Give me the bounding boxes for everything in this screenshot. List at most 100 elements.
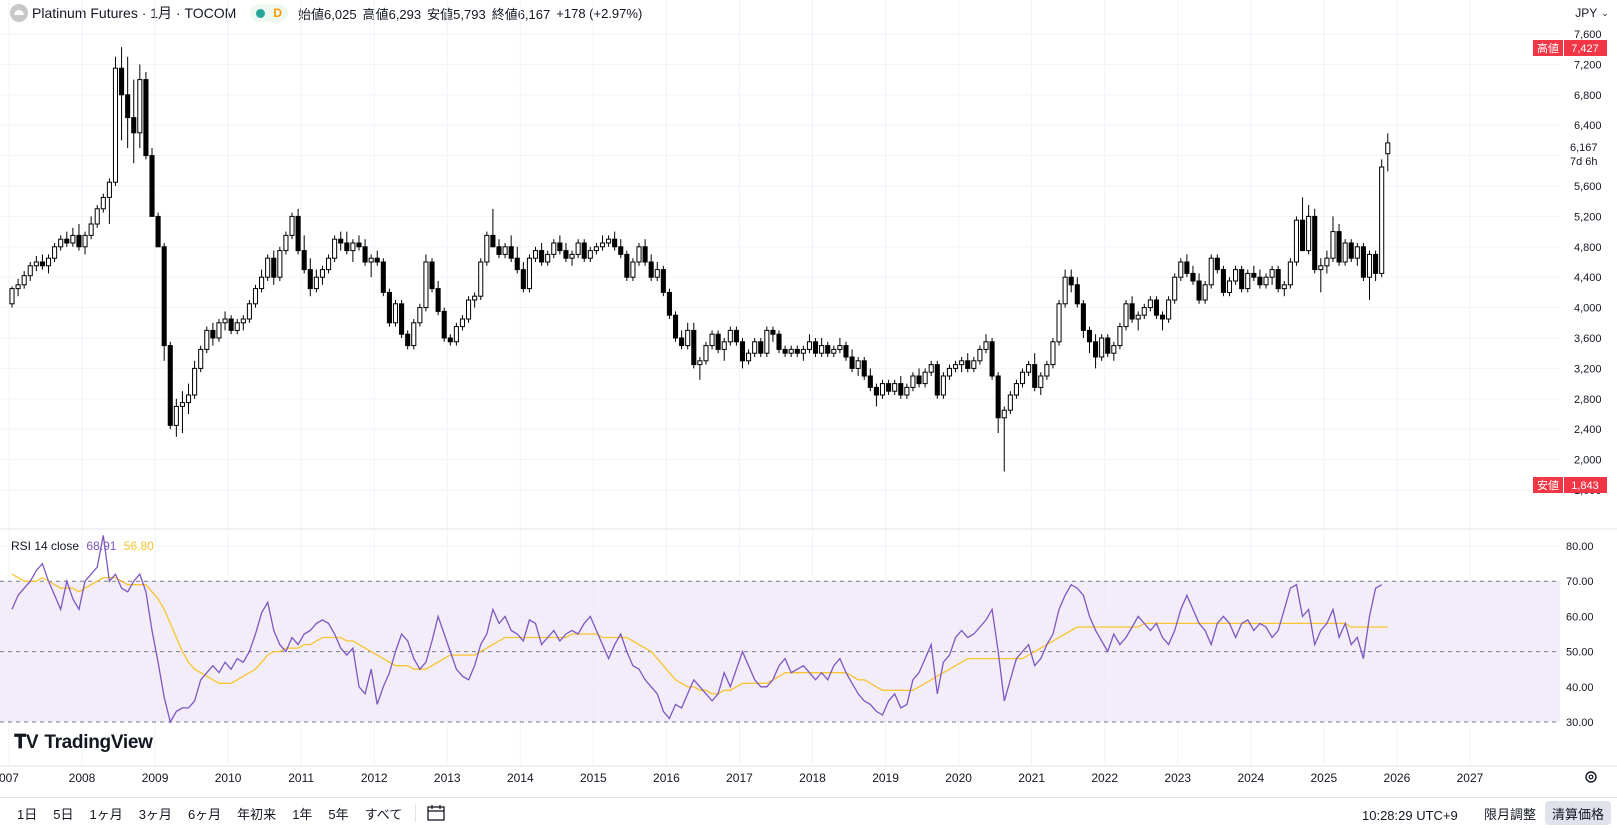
candle — [934, 360, 940, 399]
candle — [216, 319, 222, 342]
clock-timezone[interactable]: 10:28:29 UTC+9 — [1362, 808, 1458, 823]
candle — [1245, 269, 1251, 293]
delay-indicator: D — [273, 6, 283, 20]
time-tick-label: 2019 — [872, 771, 899, 785]
candle — [1062, 269, 1068, 308]
time-axis[interactable]: 007 2008 2009 2010 2011 2012 2013 2014 2015 2016 2… — [0, 771, 1484, 785]
candle — [1281, 281, 1287, 297]
range-1d[interactable]: 1日 — [17, 806, 38, 822]
candle — [9, 286, 15, 308]
candle — [977, 345, 983, 365]
candle — [466, 296, 472, 323]
candle — [344, 231, 350, 255]
candle — [1354, 243, 1360, 266]
rsi-tick-label: 30.00 — [1566, 717, 1594, 729]
ohlc-open: 始値6,025 — [298, 6, 357, 22]
range-1m[interactable]: 1ヶ月 — [89, 806, 123, 822]
candle — [873, 383, 879, 407]
candle — [1099, 334, 1105, 361]
candle — [198, 345, 204, 373]
candle — [161, 243, 167, 361]
candle — [1044, 360, 1050, 380]
candle — [301, 235, 307, 274]
candle — [368, 254, 374, 278]
time-tick-label: 2017 — [726, 771, 753, 785]
candle — [399, 300, 405, 338]
candle — [892, 379, 898, 395]
chevron-down-icon: ⌄ — [1601, 7, 1609, 18]
candle — [252, 284, 259, 308]
price-scale[interactable]: 7,600 7,200 6,800 6,400 5,600 5,200 4,800 4,400… — [1574, 29, 1602, 497]
candle — [155, 212, 161, 248]
currency-selector[interactable]: JPY ⌄ — [1568, 2, 1616, 24]
candle — [630, 258, 636, 281]
candle — [672, 311, 679, 342]
settlement-price-button[interactable]: 清算価格 — [1545, 801, 1611, 825]
candle — [45, 254, 52, 274]
range-1y[interactable]: 1年 — [292, 806, 313, 822]
price-tick-label: 2,400 — [1574, 424, 1602, 436]
rsi-legend[interactable]: RSI 14 close 68.91 56.80 — [11, 539, 154, 553]
candle — [112, 56, 119, 186]
range-3m[interactable]: 3ヶ月 — [138, 806, 172, 822]
candle — [983, 334, 989, 354]
tradingview-watermark[interactable]: 𝐓V TradingView — [14, 732, 153, 754]
time-tick-label: 2026 — [1384, 771, 1411, 785]
rsi-tick-label: 50.00 — [1566, 647, 1594, 659]
svg-text:高値: 高値 — [1537, 41, 1559, 55]
symbol-title[interactable]: Platinum Futures · 1月 · TOCOM — [32, 5, 237, 21]
candle — [800, 345, 806, 361]
market-open-dot-icon — [256, 8, 266, 18]
candle — [392, 300, 399, 327]
rsi-tick-label: 70.00 — [1566, 576, 1594, 588]
candle — [319, 265, 326, 285]
candle — [587, 246, 593, 262]
candle — [313, 269, 319, 293]
candle — [119, 47, 125, 141]
candle — [131, 79, 137, 164]
range-all[interactable]: すべて — [364, 806, 403, 822]
contract-adjust-button[interactable]: 限月調整 — [1483, 806, 1536, 822]
candle — [989, 338, 995, 380]
candle — [1038, 372, 1044, 395]
range-ytd[interactable]: 年初来 — [237, 806, 277, 822]
candle — [1086, 326, 1093, 354]
candle — [21, 271, 27, 289]
price-tick-label: 4,800 — [1574, 242, 1602, 254]
candle — [423, 254, 429, 312]
candle — [1178, 258, 1184, 281]
candle — [1141, 303, 1147, 319]
candle — [703, 341, 709, 365]
candle — [599, 235, 606, 251]
candle — [58, 235, 64, 251]
date-range-icon[interactable] — [424, 802, 448, 824]
market-status-badge[interactable]: D — [250, 4, 289, 22]
candle — [532, 246, 539, 262]
ohlc-change: +178 (+2.97%) — [556, 5, 643, 21]
candle — [64, 231, 70, 247]
candle — [453, 322, 459, 346]
price-tick-label: 6,400 — [1574, 120, 1602, 132]
candle — [526, 254, 532, 293]
rsi-scale[interactable]: 80.00 70.00 60.00 50.00 40.00 30.00 — [1566, 541, 1594, 729]
candle — [612, 231, 618, 251]
candle — [1117, 322, 1123, 350]
candle — [283, 231, 289, 255]
candle — [575, 239, 581, 259]
candle — [782, 345, 788, 357]
candle — [1135, 311, 1141, 331]
candle — [143, 72, 149, 160]
time-tick-label: 2013 — [434, 771, 461, 785]
candle — [259, 269, 265, 293]
range-5y[interactable]: 5年 — [328, 806, 349, 822]
range-5d[interactable]: 5日 — [53, 806, 74, 822]
candle — [910, 372, 916, 392]
range-6m[interactable]: 6ヶ月 — [187, 806, 222, 822]
candle — [545, 250, 551, 266]
candle — [405, 330, 411, 350]
gear-icon[interactable] — [1585, 771, 1597, 783]
candle — [1093, 334, 1099, 369]
candle — [1208, 254, 1214, 289]
chart-canvas[interactable]: 7,600 7,200 6,800 6,400 5,600 5,200 4,800 4,400… — [0, 0, 1617, 797]
candle — [770, 326, 776, 342]
